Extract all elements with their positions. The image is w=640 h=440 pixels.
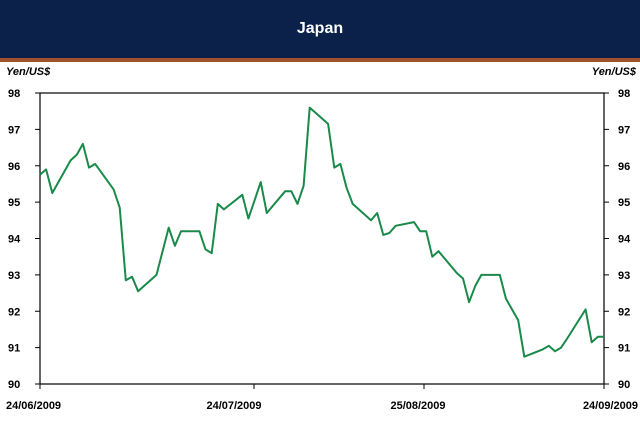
y-tick-label-right: 90 — [618, 379, 630, 391]
y-axis-unit-left: Yen/US$ — [6, 66, 51, 78]
x-tick-label: 24/09/2009 — [583, 400, 638, 412]
x-tick-label: 24/07/2009 — [206, 400, 261, 412]
y-tick-label-left: 95 — [8, 197, 20, 209]
y-tick-label-left: 97 — [8, 124, 20, 136]
title-accent-stripe — [0, 58, 640, 62]
plot-frame — [39, 92, 605, 385]
y-tick-label-right: 95 — [618, 197, 630, 209]
y-tick-label-left: 90 — [8, 379, 20, 391]
x-tick-label: 24/06/2009 — [6, 400, 61, 412]
y-tick-label-right: 94 — [618, 234, 631, 246]
y-tick-label-right: 91 — [618, 343, 630, 355]
y-tick-label-right: 98 — [618, 88, 630, 100]
y-tick-label-left: 93 — [8, 270, 20, 282]
y-tick-label-left: 98 — [8, 88, 20, 100]
y-tick-label-right: 93 — [618, 270, 630, 282]
series-line-usdjpy — [39, 106, 604, 358]
y-axis-unit-right: Yen/US$ — [591, 66, 636, 78]
y-tick-label-left: 91 — [8, 343, 20, 355]
x-tick-label: 25/08/2009 — [390, 400, 445, 412]
y-tick-label-left: 94 — [8, 234, 21, 246]
y-tick-label-left: 96 — [8, 161, 20, 173]
chart-title-bar: Japan — [0, 0, 640, 58]
y-tick-label-left: 92 — [8, 306, 20, 318]
chart-title: Japan — [296, 20, 344, 37]
y-tick-label-right: 97 — [618, 124, 630, 136]
ticks-group: 90 90 91 91 92 92 93 93 94 94 95 95 96 96 97 97 98 98 24/0… — [6, 88, 638, 412]
series-group — [39, 106, 605, 358]
y-tick-label-right: 92 — [618, 306, 630, 318]
axes-group — [39, 92, 605, 385]
y-tick-label-right: 96 — [618, 161, 630, 173]
